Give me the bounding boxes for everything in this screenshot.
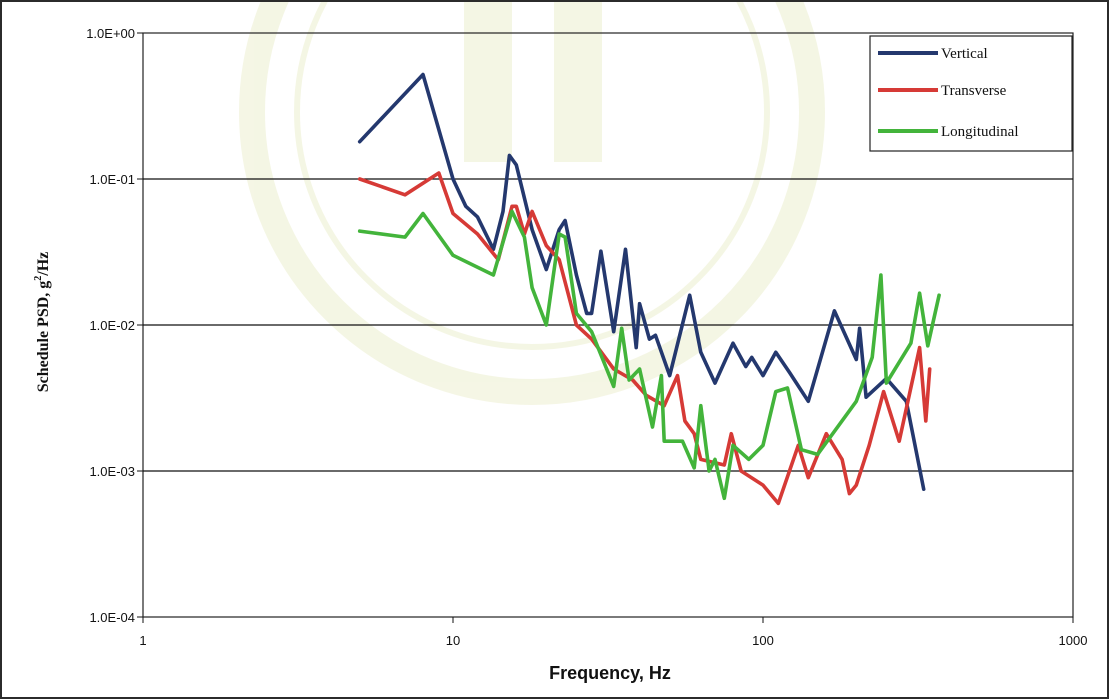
y-axis-title-tail: /Hz bbox=[35, 252, 52, 277]
y-tick-label-1: 1.0E-01 bbox=[89, 172, 135, 187]
y-axis-title-main: Schedule PSD, g bbox=[35, 281, 52, 393]
legend-label-longitudinal: Longitudinal bbox=[941, 124, 1019, 140]
y-axis-ticks: 1.0E+00 1.0E-01 1.0E-02 1.0E-03 1.0E-04 bbox=[86, 26, 143, 625]
y-tick-label-2: 1.0E-02 bbox=[89, 318, 135, 333]
x-tick-label-1: 10 bbox=[446, 633, 460, 648]
series-line-vertical bbox=[357, 72, 926, 491]
y-tick-label-4: 1.0E-04 bbox=[89, 610, 135, 625]
y-tick-label-0: 1.0E+00 bbox=[86, 26, 135, 41]
x-tick-label-0: 1 bbox=[139, 633, 146, 648]
y-tick-label-3: 1.0E-03 bbox=[89, 464, 135, 479]
series-line-longitudinal bbox=[357, 209, 941, 501]
legend-label-vertical: Vertical bbox=[941, 46, 988, 62]
y-axis-title-superscript: 2 bbox=[33, 276, 44, 281]
x-axis-ticks: 1 10 100 1000 bbox=[139, 617, 1087, 648]
legend: Vertical Transverse Longitudinal bbox=[869, 35, 1073, 152]
y-axis-title: Schedule PSD, g2/Hz bbox=[33, 252, 52, 393]
x-tick-label-2: 100 bbox=[752, 633, 774, 648]
watermark-seal bbox=[239, 2, 825, 405]
x-tick-label-3: 1000 bbox=[1059, 633, 1088, 648]
series-line-transverse bbox=[357, 171, 932, 506]
series-lines bbox=[357, 72, 941, 506]
gridlines bbox=[143, 178, 1073, 472]
legend-label-transverse: Transverse bbox=[941, 83, 1007, 99]
x-axis-title: Frequency, Hz bbox=[549, 663, 671, 683]
